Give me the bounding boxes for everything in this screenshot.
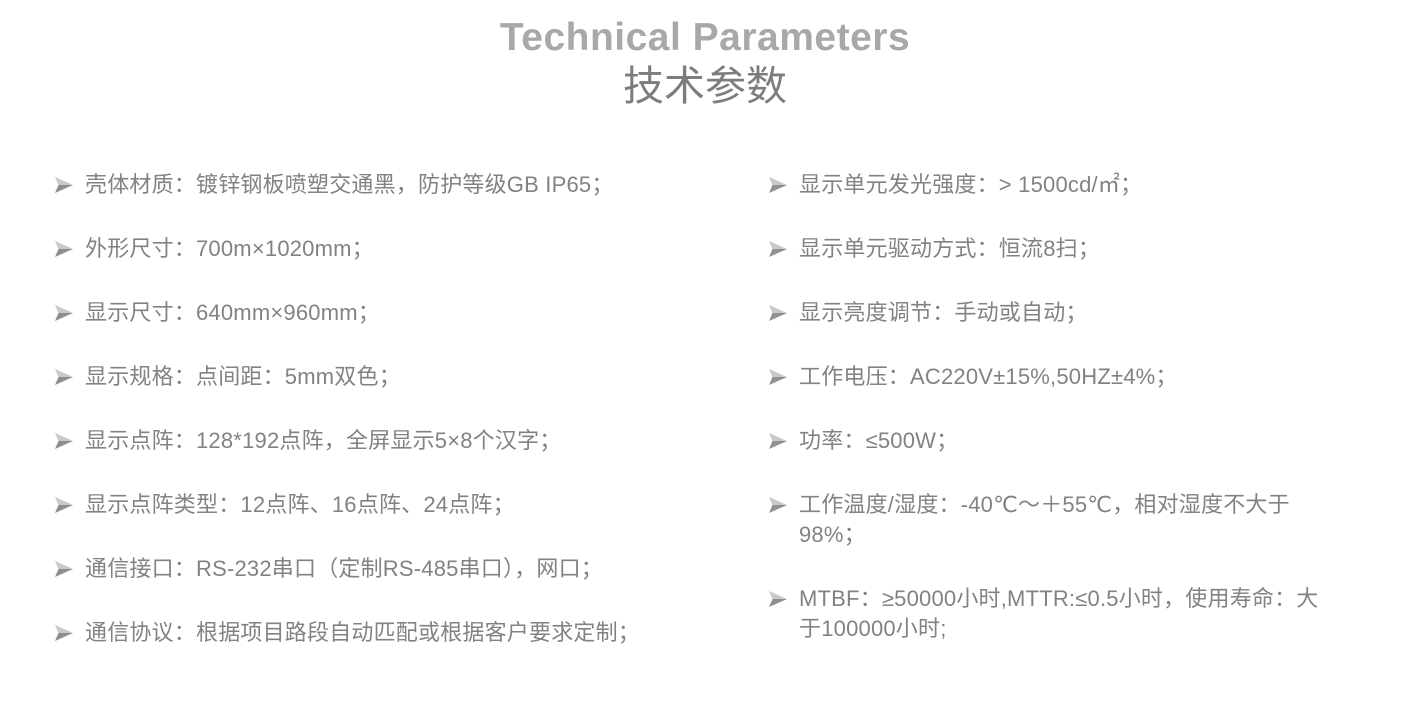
spec-item-display-matrix: 显示点阵：128*192点阵，全屏显示5×8个汉字； — [54, 426, 716, 456]
spec-item-working-voltage: 工作电压：AC220V±15%,50HZ±4%； — [768, 362, 1368, 392]
arrow-bullet-icon — [54, 362, 85, 386]
spec-item-comm-interface: 通信接口：RS-232串口（定制RS-485串口），网口； — [54, 554, 716, 584]
spec-text: 外形尺寸：700m×1020mm； — [85, 236, 374, 261]
spec-text: MTBF：≥50000小时,MTTR:≤0.5小时，使用寿命：大 — [799, 586, 1319, 611]
parameter-column-right: 显示单元发光强度：> 1500cd/㎡； 显示单元驱动方式：恒流8扫； 显示亮度… — [768, 170, 1368, 678]
spec-item-drive-mode: 显示单元驱动方式：恒流8扫； — [768, 234, 1368, 264]
arrow-bullet-icon — [768, 362, 799, 386]
spec-text: 显示规格：点间距：5mm双色； — [85, 364, 401, 389]
arrow-bullet-icon — [768, 584, 799, 608]
spec-text: 显示点阵类型：12点阵、16点阵、24点阵； — [85, 492, 515, 517]
spec-text: 显示亮度调节：手动或自动； — [799, 300, 1088, 325]
page-header: Technical Parameters 技术参数 — [0, 16, 1410, 110]
arrow-bullet-icon — [54, 298, 85, 322]
spec-item-matrix-types: 显示点阵类型：12点阵、16点阵、24点阵； — [54, 490, 716, 520]
page-title-chinese: 技术参数 — [623, 62, 787, 109]
spec-text: 显示点阵：128*192点阵，全屏显示5×8个汉字； — [85, 428, 562, 453]
spec-text: 功率：≤500W； — [799, 428, 959, 453]
arrow-bullet-icon — [54, 426, 85, 450]
spec-text: 显示尺寸：640mm×960mm； — [85, 300, 380, 325]
arrow-bullet-icon — [54, 554, 85, 578]
spec-item-housing-material: 壳体材质：镀锌钢板喷塑交通黑，防护等级GB IP65； — [54, 170, 716, 200]
parameter-columns: 壳体材质：镀锌钢板喷塑交通黑，防护等级GB IP65； 外形尺寸：700m×10… — [0, 170, 1410, 682]
spec-item-display-spec: 显示规格：点间距：5mm双色； — [54, 362, 716, 392]
arrow-bullet-icon — [768, 490, 799, 514]
arrow-bullet-icon — [768, 426, 799, 450]
page-title-english: Technical Parameters — [499, 16, 911, 59]
spec-text: 壳体材质：镀锌钢板喷塑交通黑，防护等级GB IP65； — [85, 172, 614, 197]
arrow-bullet-icon — [54, 618, 85, 642]
spec-text: 于100000小时; — [799, 616, 947, 641]
arrow-bullet-icon — [54, 170, 85, 194]
spec-item-mtbf: MTBF：≥50000小时,MTTR:≤0.5小时，使用寿命：大 于100000… — [768, 584, 1368, 644]
arrow-bullet-icon — [54, 490, 85, 514]
spec-text: 工作温度/湿度：-40℃～＋55℃，相对湿度不大于 — [799, 492, 1290, 517]
spec-text: 工作电压：AC220V±15%,50HZ±4%； — [799, 364, 1178, 389]
spec-text: 显示单元发光强度：> 1500cd/㎡； — [799, 172, 1143, 197]
spec-text: 通信协议：根据项目路段自动匹配或根据客户要求定制； — [85, 620, 641, 645]
spec-item-temperature-humidity: 工作温度/湿度：-40℃～＋55℃，相对湿度不大于 98%； — [768, 490, 1368, 550]
arrow-bullet-icon — [768, 298, 799, 322]
arrow-bullet-icon — [768, 170, 799, 194]
spec-item-outer-dimensions: 外形尺寸：700m×1020mm； — [54, 234, 716, 264]
parameter-column-left: 壳体材质：镀锌钢板喷塑交通黑，防护等级GB IP65； 外形尺寸：700m×10… — [54, 170, 716, 682]
spec-item-display-size: 显示尺寸：640mm×960mm； — [54, 298, 716, 328]
spec-item-comm-protocol: 通信协议：根据项目路段自动匹配或根据客户要求定制； — [54, 618, 716, 648]
spec-text: 98%； — [799, 522, 866, 547]
arrow-bullet-icon — [768, 234, 799, 258]
spec-item-power: 功率：≤500W； — [768, 426, 1368, 456]
spec-text: 显示单元驱动方式：恒流8扫； — [799, 236, 1101, 261]
spec-text: 通信接口：RS-232串口（定制RS-485串口），网口； — [85, 556, 603, 581]
arrow-bullet-icon — [54, 234, 85, 258]
spec-item-luminous-intensity: 显示单元发光强度：> 1500cd/㎡； — [768, 170, 1368, 200]
spec-item-brightness-adjust: 显示亮度调节：手动或自动； — [768, 298, 1368, 328]
